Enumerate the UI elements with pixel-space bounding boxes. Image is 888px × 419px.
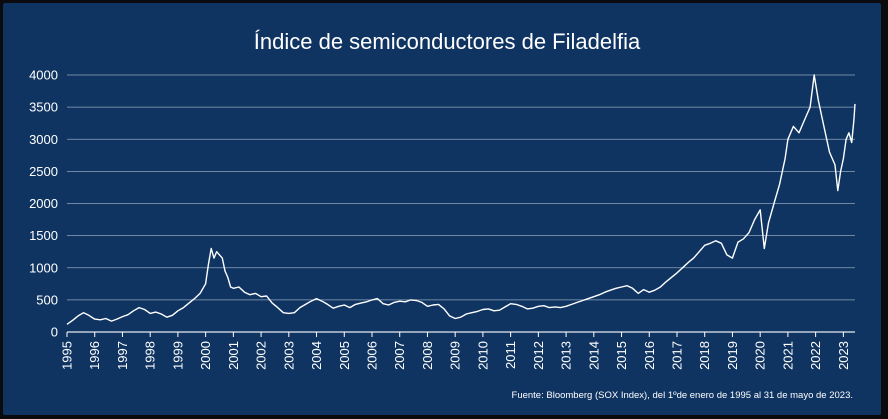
x-tick-label: 2009 — [448, 341, 463, 370]
x-tick-label: 2021 — [780, 341, 795, 370]
series-line — [66, 74, 856, 325]
x-tick-label: 2000 — [198, 341, 213, 370]
x-axis-ticks: 1995 1996 1997 1998 1999 2000 2001 2002 2003 2004… — [60, 332, 851, 370]
x-tick-label: 2002 — [254, 341, 269, 370]
y-tick-label: 2000 — [29, 196, 58, 211]
y-tick-label: 2500 — [29, 164, 58, 179]
x-tick-label: 2003 — [281, 341, 296, 370]
x-tick-label: 2018 — [697, 341, 712, 370]
x-tick-label: 2006 — [364, 341, 379, 370]
x-tick-label: 2001 — [226, 341, 241, 370]
grid-lines — [67, 74, 855, 333]
y-tick-label: 1000 — [29, 260, 58, 275]
y-tick-label: 0 — [51, 325, 58, 340]
x-tick-label: 2023 — [836, 341, 851, 370]
y-tick-label: 1500 — [29, 228, 58, 243]
x-tick-label: 2010 — [475, 341, 490, 370]
x-tick-label: 1995 — [60, 341, 75, 370]
x-tick-label: 2020 — [753, 341, 768, 370]
x-tick-label: 2005 — [337, 341, 352, 370]
x-tick-label: 2014 — [586, 341, 601, 370]
x-tick-label: 2015 — [614, 341, 629, 370]
source-note: Fuente: Bloomberg (SOX Index), del 1ºde … — [512, 390, 853, 401]
x-tick-label: 1998 — [143, 341, 158, 370]
chart-panel — [3, 3, 881, 415]
y-tick-label: 500 — [36, 292, 58, 307]
x-tick-label: 2016 — [642, 341, 657, 370]
x-tick-label: 2017 — [669, 341, 684, 370]
x-tick-label: 2008 — [420, 341, 435, 370]
x-tick-label: 1996 — [87, 341, 102, 370]
chart-title: Índice de semiconductores de Filadelfia — [254, 29, 641, 54]
x-tick-label: 2011 — [503, 341, 518, 369]
y-tick-label: 4000 — [29, 68, 58, 83]
x-tick-label: 2022 — [808, 341, 823, 370]
x-tick-label: 2007 — [392, 341, 407, 370]
x-tick-label: 1999 — [170, 341, 185, 370]
y-axis-ticks: 0 500 1000 1500 2000 2500 3000 3500 4000 — [29, 68, 58, 340]
y-tick-label: 3500 — [29, 100, 58, 115]
x-tick-label: 2012 — [531, 341, 546, 370]
x-tick-label: 2019 — [725, 341, 740, 370]
y-tick-label: 3000 — [29, 132, 58, 147]
x-tick-label: 2013 — [559, 341, 574, 370]
x-tick-label: 2004 — [309, 341, 324, 370]
x-tick-label: 1997 — [115, 341, 130, 370]
